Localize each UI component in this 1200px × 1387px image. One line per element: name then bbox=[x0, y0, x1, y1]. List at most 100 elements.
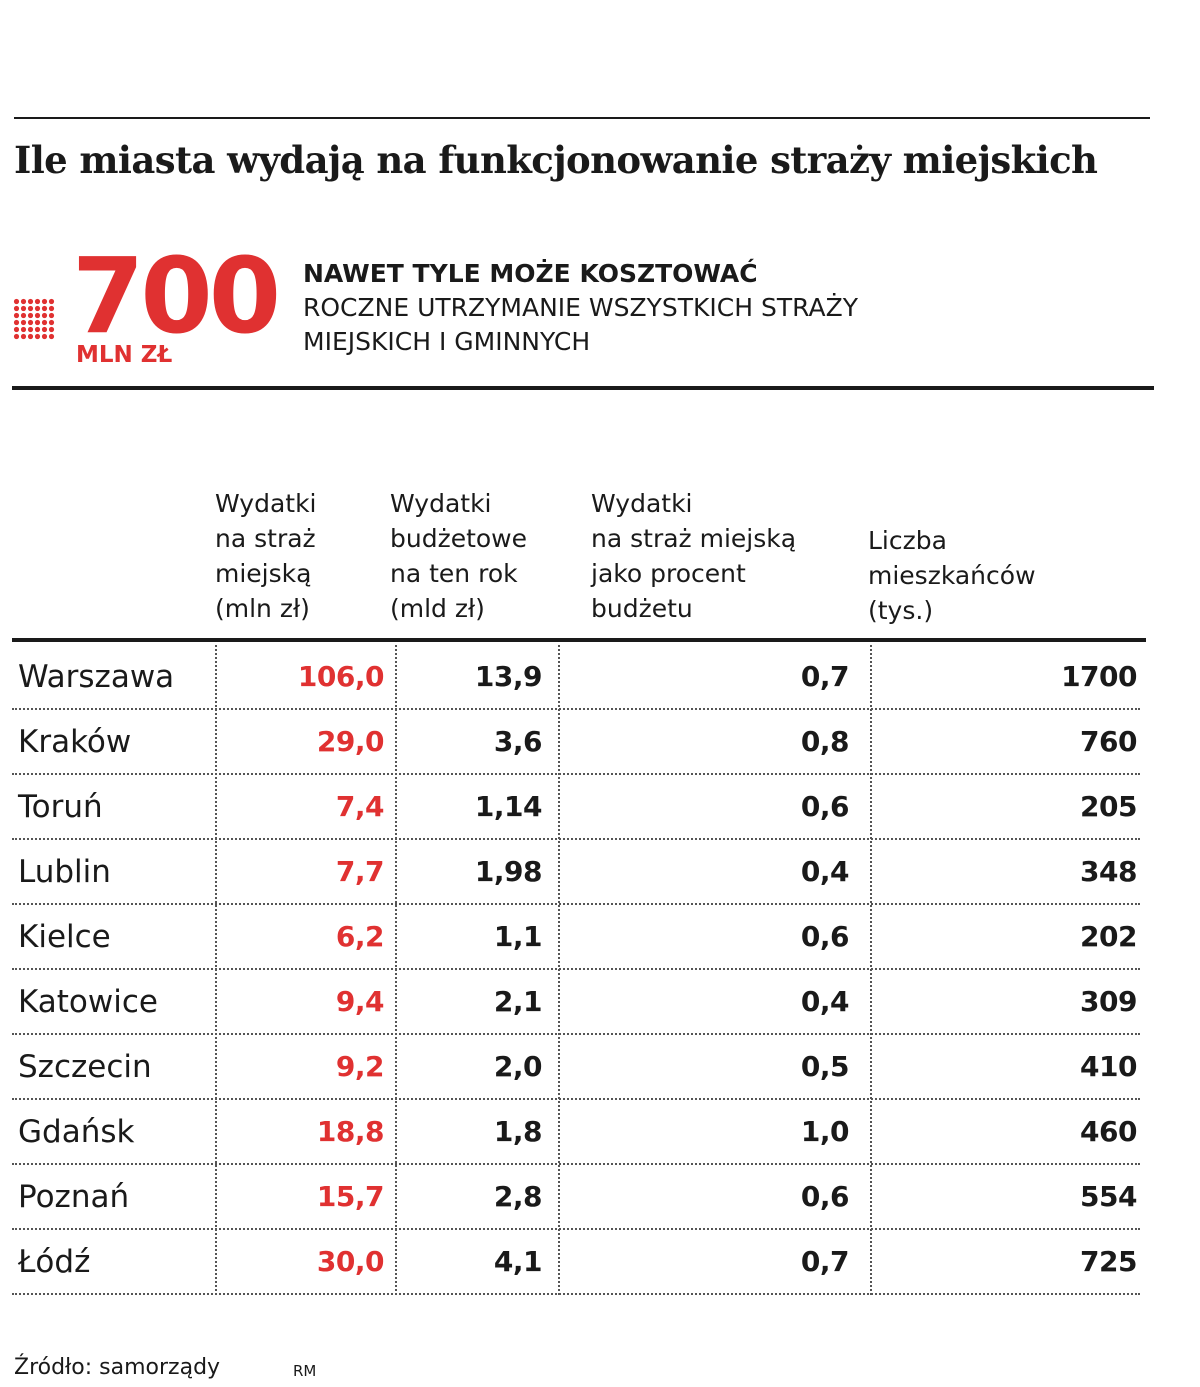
dot bbox=[27, 298, 34, 305]
population-value: 1700 bbox=[1061, 660, 1137, 693]
dot bbox=[13, 326, 20, 333]
city-name: Gdańsk bbox=[18, 1113, 135, 1150]
table-row: Gdańsk 18,8 1,8 1,0 460 bbox=[12, 1100, 1140, 1165]
population-value: 554 bbox=[1080, 1180, 1137, 1213]
dot-grid-icon bbox=[13, 298, 55, 340]
budget-value: 1,8 bbox=[493, 1115, 543, 1148]
table-row: Warszawa 106,0 13,9 0,7 1700 bbox=[12, 645, 1140, 710]
percent-value: 0,4 bbox=[800, 985, 850, 1018]
guard-spending-value: 9,4 bbox=[335, 985, 385, 1018]
city-name: Toruń bbox=[18, 788, 103, 825]
table-row: Katowice 9,4 2,1 0,4 309 bbox=[12, 970, 1140, 1035]
percent-value: 0,6 bbox=[800, 920, 850, 953]
dot bbox=[13, 312, 20, 319]
column-separator bbox=[215, 645, 217, 1295]
column-separator bbox=[870, 645, 872, 1295]
chart-title: Ile miasta wydają na funkcjonowanie stra… bbox=[14, 138, 1098, 182]
city-name: Szczecin bbox=[18, 1048, 152, 1085]
budget-value: 2,0 bbox=[493, 1050, 543, 1083]
dot bbox=[48, 319, 55, 326]
guard-spending-value: 30,0 bbox=[316, 1245, 385, 1278]
dot bbox=[41, 319, 48, 326]
table-row: Łódź 30,0 4,1 0,7 725 bbox=[12, 1230, 1140, 1295]
dot bbox=[20, 305, 27, 312]
dot bbox=[41, 326, 48, 333]
dot bbox=[48, 305, 55, 312]
guard-spending-value: 29,0 bbox=[316, 725, 385, 758]
highlight-number: 700 bbox=[72, 235, 281, 357]
dot bbox=[13, 319, 20, 326]
guard-spending-value: 18,8 bbox=[316, 1115, 385, 1148]
percent-value: 0,5 bbox=[800, 1050, 850, 1083]
dot bbox=[27, 319, 34, 326]
population-value: 348 bbox=[1080, 855, 1137, 888]
percent-value: 0,7 bbox=[800, 1245, 850, 1278]
budget-value: 4,1 bbox=[493, 1245, 543, 1278]
city-name: Kraków bbox=[18, 723, 132, 760]
dot bbox=[41, 333, 48, 340]
percent-value: 0,4 bbox=[800, 855, 850, 888]
dot bbox=[34, 333, 41, 340]
table-row: Kielce 6,2 1,1 0,6 202 bbox=[12, 905, 1140, 970]
guard-spending-value: 15,7 bbox=[316, 1180, 385, 1213]
highlight-lead: NAWET TYLE MOŻE KOSZTOWAĆ bbox=[303, 259, 758, 288]
percent-value: 0,6 bbox=[800, 1180, 850, 1213]
dot bbox=[48, 312, 55, 319]
budget-value: 1,14 bbox=[474, 790, 543, 823]
dot bbox=[34, 298, 41, 305]
column-separator bbox=[558, 645, 560, 1295]
city-name: Warszawa bbox=[18, 658, 175, 695]
city-name: Łódź bbox=[18, 1243, 91, 1280]
dot bbox=[34, 312, 41, 319]
population-value: 410 bbox=[1080, 1050, 1137, 1083]
population-value: 309 bbox=[1080, 985, 1137, 1018]
dot bbox=[13, 333, 20, 340]
dot bbox=[20, 298, 27, 305]
dot bbox=[27, 305, 34, 312]
dot bbox=[41, 305, 48, 312]
dot bbox=[27, 312, 34, 319]
table-row: Lublin 7,7 1,98 0,4 348 bbox=[12, 840, 1140, 905]
percent-value: 1,0 bbox=[800, 1115, 850, 1148]
budget-value: 2,1 bbox=[493, 985, 543, 1018]
guard-spending-value: 7,7 bbox=[335, 855, 385, 888]
budget-value: 13,9 bbox=[474, 660, 543, 693]
budget-value: 1,98 bbox=[474, 855, 543, 888]
city-name: Poznań bbox=[18, 1178, 130, 1215]
section-rule bbox=[12, 386, 1154, 390]
population-value: 460 bbox=[1080, 1115, 1137, 1148]
budget-value: 1,1 bbox=[493, 920, 543, 953]
table-row: Kraków 29,0 3,6 0,8 760 bbox=[12, 710, 1140, 775]
dot bbox=[27, 333, 34, 340]
author-initials: RM bbox=[293, 1362, 317, 1380]
percent-value: 0,7 bbox=[800, 660, 850, 693]
dot bbox=[34, 319, 41, 326]
city-name: Katowice bbox=[18, 983, 158, 1020]
source-note: Źródło: samorządy bbox=[14, 1355, 221, 1380]
population-value: 760 bbox=[1080, 725, 1137, 758]
percent-value: 0,8 bbox=[800, 725, 850, 758]
dot bbox=[34, 326, 41, 333]
dot bbox=[48, 333, 55, 340]
guard-spending-value: 106,0 bbox=[297, 660, 385, 693]
population-value: 725 bbox=[1080, 1245, 1137, 1278]
population-value: 205 bbox=[1080, 790, 1137, 823]
dot bbox=[20, 333, 27, 340]
highlight-text: ROCZNE UTRZYMANIE WSZYSTKICH STRAŻY MIEJ… bbox=[303, 293, 858, 356]
column-header-budget: Wydatki budżetowe na ten rok (mld zł) bbox=[390, 489, 528, 623]
table-row: Szczecin 9,2 2,0 0,5 410 bbox=[12, 1035, 1140, 1100]
dot bbox=[41, 312, 48, 319]
column-separator bbox=[395, 645, 397, 1295]
dot bbox=[13, 305, 20, 312]
dot bbox=[20, 319, 27, 326]
dot bbox=[13, 298, 20, 305]
column-header-guard-spending: Wydatki na straż miejską (mln zł) bbox=[215, 489, 317, 623]
highlight-unit: MLN ZŁ bbox=[76, 342, 173, 368]
city-name: Lublin bbox=[18, 853, 111, 890]
column-header-population: Liczba mieszkańców (tys.) bbox=[868, 526, 1036, 625]
dot bbox=[41, 298, 48, 305]
dot bbox=[48, 326, 55, 333]
dot bbox=[20, 312, 27, 319]
guard-spending-value: 7,4 bbox=[335, 790, 385, 823]
percent-value: 0,6 bbox=[800, 790, 850, 823]
